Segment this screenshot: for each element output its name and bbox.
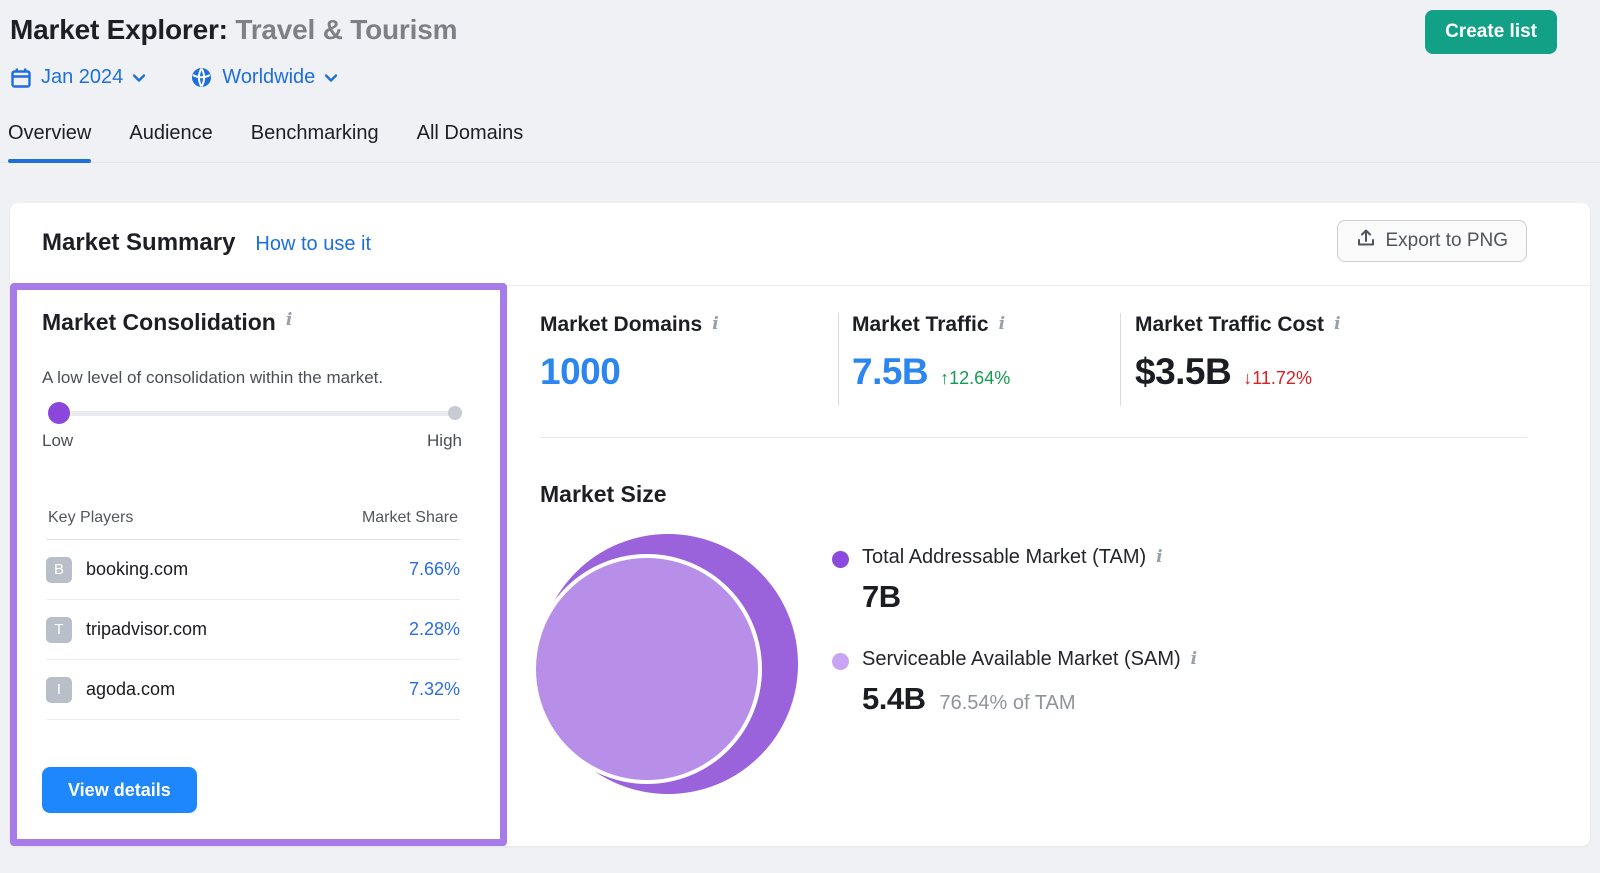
stat-label: Market Traffic xyxy=(852,313,989,337)
col-market-share: Market Share xyxy=(362,509,458,527)
tab-overview[interactable]: Overview xyxy=(8,122,91,162)
market-share-value: 2.28% xyxy=(409,619,460,640)
stats-divider xyxy=(540,437,1527,438)
globe-icon xyxy=(190,66,213,89)
domain-cell: T tripadvisor.com xyxy=(46,617,207,643)
consolidation-description: A low level of consolidation within the … xyxy=(42,368,472,388)
domain-name: agoda.com xyxy=(86,679,175,700)
sam-value: 5.4B xyxy=(862,681,925,717)
page-title-main: Market Explorer: xyxy=(10,14,228,45)
domain-name: tripadvisor.com xyxy=(86,619,207,640)
tam-value: 7B xyxy=(862,579,901,615)
sam-legend-label: Serviceable Available Market (SAM) xyxy=(862,648,1181,671)
sam-value-row: 5.4B 76.54% of TAM xyxy=(862,681,1075,717)
upload-icon xyxy=(1356,228,1376,254)
stat-value: 1000 xyxy=(540,351,620,393)
card-title: Market Summary xyxy=(42,229,235,257)
favicon-tripadvisor: T xyxy=(46,617,72,643)
favicon-agoda: I xyxy=(46,677,72,703)
table-row[interactable]: I agoda.com 7.32% xyxy=(46,660,460,720)
market-size-title: Market Size xyxy=(540,481,667,508)
card-title-row: Market Summary How to use it xyxy=(42,229,371,257)
how-to-use-link[interactable]: How to use it xyxy=(255,233,371,256)
stat-value: $3.5B xyxy=(1135,351,1231,393)
key-players-table: Key Players Market Share B booking.com 7… xyxy=(46,503,460,720)
export-to-png-button[interactable]: Export to PNG xyxy=(1337,220,1528,262)
date-selector[interactable]: Jan 2024 xyxy=(10,66,146,89)
info-icon[interactable]: i xyxy=(1334,313,1340,337)
stat-label: Market Traffic Cost xyxy=(1135,313,1324,337)
sam-legend-dot xyxy=(832,653,849,670)
region-selector[interactable]: Worldwide xyxy=(190,66,338,89)
market-summary-card: Market Summary How to use it Export to P… xyxy=(10,203,1590,846)
consolidation-slider xyxy=(48,402,462,424)
stat-change-down: ↓11.72% xyxy=(1243,368,1312,389)
market-share-value: 7.32% xyxy=(409,679,460,700)
tam-legend-dot xyxy=(832,551,849,568)
info-icon[interactable]: i xyxy=(1156,546,1162,570)
tab-bar: Overview Audience Benchmarking All Domai… xyxy=(0,122,1600,163)
export-to-png-label: Export to PNG xyxy=(1386,230,1509,252)
stat-value: 7.5B xyxy=(852,351,928,393)
card-header-divider xyxy=(10,285,1590,286)
calendar-icon xyxy=(10,67,32,89)
info-icon[interactable]: i xyxy=(1191,648,1197,672)
key-players-header: Key Players Market Share xyxy=(46,503,460,540)
stat-change-up: ↑12.64% xyxy=(940,368,1010,389)
page-title: Market Explorer: Travel & Tourism xyxy=(10,14,457,46)
slider-knob-current xyxy=(48,402,70,424)
domain-cell: B booking.com xyxy=(46,557,188,583)
stat-market-domains: Market Domains i 1000 xyxy=(540,313,719,393)
consolidation-title: Market Consolidation xyxy=(42,309,276,336)
filter-row: Jan 2024 Worldwide xyxy=(10,66,338,89)
consolidation-title-row: Market Consolidation i xyxy=(42,309,292,336)
info-icon[interactable]: i xyxy=(999,313,1005,337)
slider-labels: Low High xyxy=(42,431,462,451)
slider-track xyxy=(56,411,454,416)
sam-legend: Serviceable Available Market (SAM) i xyxy=(862,648,1197,672)
market-share-value: 7.66% xyxy=(409,559,460,580)
domain-name: booking.com xyxy=(86,559,188,580)
info-icon[interactable]: i xyxy=(286,309,292,333)
col-key-players: Key Players xyxy=(48,509,133,527)
page-title-market: Travel & Tourism xyxy=(235,14,457,45)
info-icon[interactable]: i xyxy=(712,313,718,337)
sam-circle xyxy=(532,554,762,784)
create-list-button[interactable]: Create list xyxy=(1425,10,1557,54)
favicon-booking: B xyxy=(46,557,72,583)
table-row[interactable]: T tripadvisor.com 2.28% xyxy=(46,600,460,660)
chevron-down-icon xyxy=(132,73,146,83)
slider-low-label: Low xyxy=(42,431,73,451)
slider-knob-end xyxy=(448,406,462,420)
region-selector-label: Worldwide xyxy=(222,66,315,89)
date-selector-label: Jan 2024 xyxy=(41,66,123,89)
stat-divider xyxy=(1120,313,1121,406)
tab-all-domains[interactable]: All Domains xyxy=(417,122,524,162)
tab-audience[interactable]: Audience xyxy=(129,122,212,162)
sam-note: 76.54% of TAM xyxy=(939,692,1075,715)
slider-high-label: High xyxy=(427,431,462,451)
stat-label: Market Domains xyxy=(540,313,702,337)
view-details-button[interactable]: View details xyxy=(42,767,197,813)
domain-cell: I agoda.com xyxy=(46,677,175,703)
chevron-down-icon xyxy=(324,73,338,83)
table-row[interactable]: B booking.com 7.66% xyxy=(46,540,460,600)
tam-legend: Total Addressable Market (TAM) i xyxy=(862,546,1163,570)
market-explorer-page: Market Explorer: Travel & Tourism Create… xyxy=(0,0,1600,873)
tab-benchmarking[interactable]: Benchmarking xyxy=(251,122,379,162)
stat-divider xyxy=(838,313,839,406)
tam-legend-label: Total Addressable Market (TAM) xyxy=(862,546,1146,569)
stat-market-traffic-cost: Market Traffic Cost i $3.5B ↓11.72% xyxy=(1135,313,1341,393)
stat-market-traffic: Market Traffic i 7.5B ↑12.64% xyxy=(852,313,1010,393)
